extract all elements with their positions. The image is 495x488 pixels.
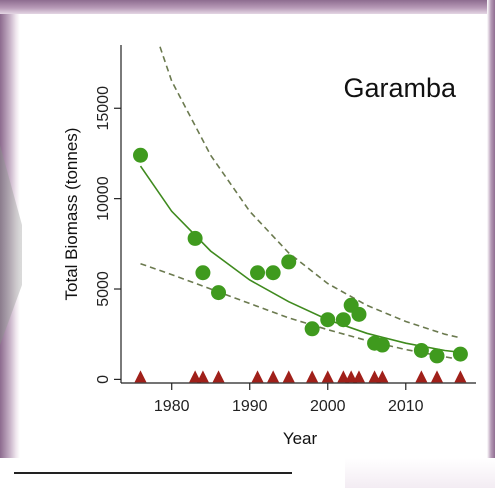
ci-lower-line	[140, 262, 461, 361]
x-tick-label: 2000	[310, 398, 346, 415]
y-tick-label: 10000	[95, 176, 112, 221]
data-point	[429, 348, 445, 364]
zero-marker	[212, 370, 225, 383]
zero-marker	[337, 370, 350, 383]
zero-marker	[454, 370, 467, 383]
zero-marker	[306, 370, 319, 383]
zero-marker	[251, 370, 264, 383]
data-point	[374, 337, 390, 353]
x-tick-label: 1990	[232, 398, 268, 415]
y-axis-label: Total Biomass (tonnes)	[62, 128, 81, 301]
plot-area: 1980 1990 2000 2010 0 5000 10000 15000	[95, 45, 476, 415]
data-point	[413, 342, 429, 358]
y-tick-label: 5000	[95, 271, 112, 307]
data-point	[195, 265, 211, 281]
data-point	[335, 312, 351, 328]
data-point	[281, 254, 297, 270]
data-point	[265, 265, 281, 281]
zero-marker	[352, 370, 365, 383]
zero-marker	[430, 370, 443, 383]
zero-marker	[189, 370, 202, 383]
zero-marker	[282, 370, 295, 383]
data-point	[304, 321, 320, 337]
slide-right-band	[487, 0, 495, 458]
slide-bottom-rule	[14, 472, 292, 474]
slide-bottom-decoration	[345, 458, 495, 488]
zero-marker	[196, 370, 209, 383]
zero-marker	[267, 370, 280, 383]
x-tick-label: 1980	[154, 398, 190, 415]
data-point	[187, 230, 203, 246]
ci-upper-line	[159, 46, 461, 339]
x-tick-label: 2010	[388, 398, 424, 415]
zero-marker	[376, 370, 389, 383]
data-point	[133, 147, 149, 163]
zero-marker	[345, 370, 358, 383]
zero-marker	[321, 370, 334, 383]
data-point	[211, 285, 227, 301]
chart-title: Garamba	[343, 73, 457, 103]
data-point	[351, 306, 367, 322]
slide-top-band	[0, 0, 495, 14]
zero-marker	[415, 370, 428, 383]
y-tick-label: 15000	[95, 86, 112, 131]
data-point	[250, 265, 266, 281]
y-tick-label: 0	[95, 375, 112, 384]
chart-panel	[22, 16, 487, 458]
zero-marker	[368, 370, 381, 383]
data-point	[452, 346, 468, 362]
zero-marker	[134, 370, 147, 383]
data-point	[320, 312, 336, 328]
x-axis-label: Year	[283, 429, 318, 448]
